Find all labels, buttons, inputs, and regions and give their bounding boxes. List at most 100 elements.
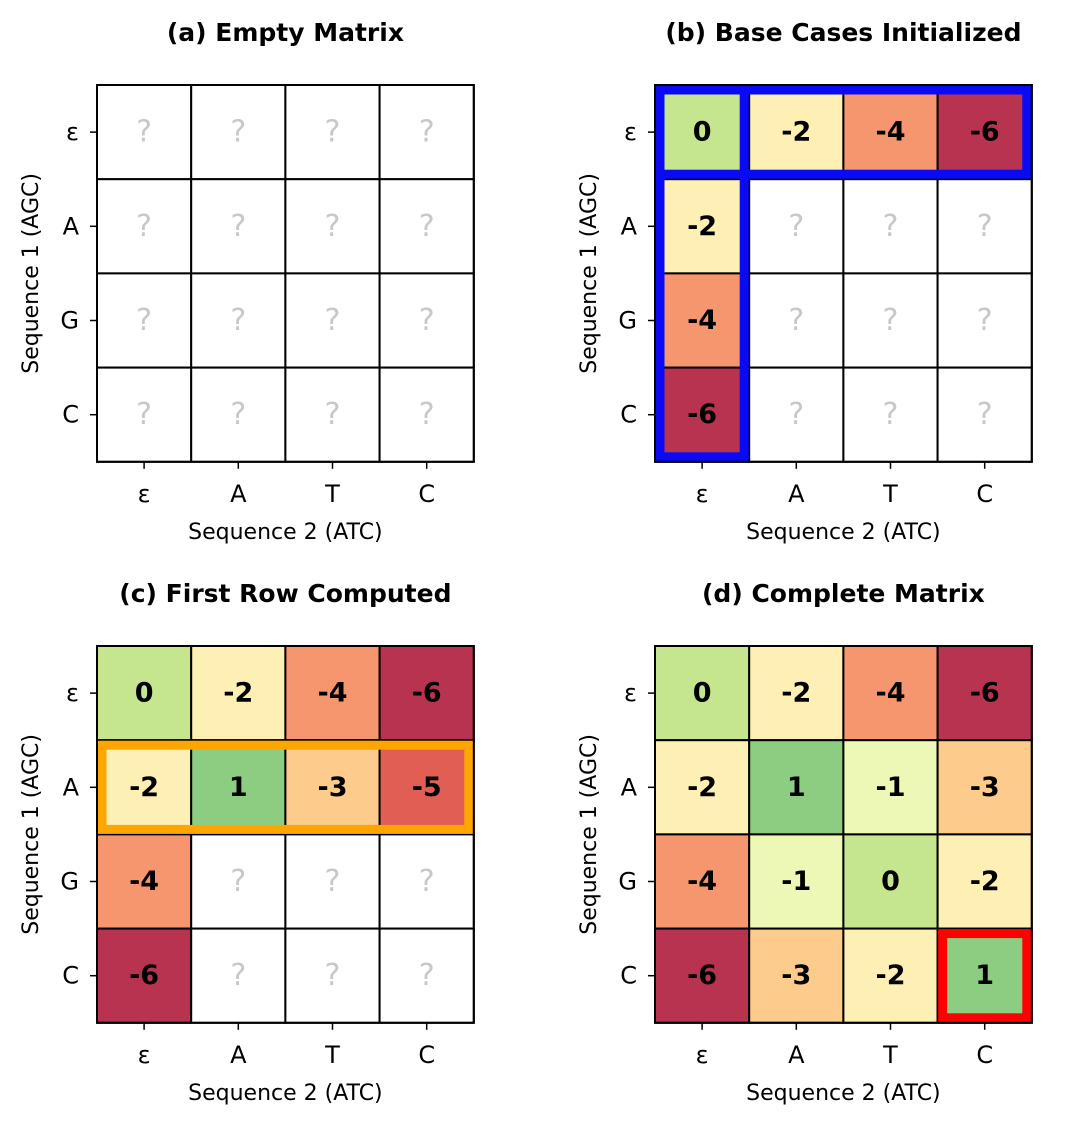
cell-value-label: -2 [970,866,1000,897]
panel-frame [654,645,1033,1024]
cell-unknown-label: ? [230,397,246,432]
y-axis-label: Sequence 1 (AGC) [19,173,44,374]
x-tick-label: T [882,480,898,508]
cell-value-label: -4 [687,866,717,897]
y-tick-label: A [63,773,80,801]
heatmap-cell [96,833,193,930]
panel-1: (b) Base Cases Initialized 0 -2 -4 -6 -2?? ? -4… [577,18,1033,545]
heatmap-cell [378,272,475,369]
cell-value-label: -2 [781,678,811,709]
cell-unknown-label: ? [325,397,341,432]
panel-frame [654,84,1033,463]
cell-unknown-label: ? [883,209,899,244]
heatmap-cell [654,178,751,275]
panel-frame [96,645,475,1024]
x-tick-label: ε [138,480,151,508]
cell-value-label: -3 [318,772,348,803]
panel-title: (b) Base Cases Initialized [665,18,1021,47]
x-axis-label: Sequence 2 (ATC) [746,1081,941,1106]
heatmap-cell [654,645,751,742]
heatmap-cell [378,178,475,275]
cell-value-label: -2 [876,960,906,991]
cell-unknown-label: ? [419,115,435,150]
y-tick-label: G [618,307,637,335]
panel-2: (c) First Row Computed 0 -2 -4 -6 -2 1 -3 -5 -4??… [19,579,475,1106]
cell-unknown-label: ? [419,864,435,899]
cell-unknown-label: ? [788,209,804,244]
cell-value-label: -6 [687,399,717,430]
cell-value-label: -4 [687,305,717,336]
cell-value-label: -1 [781,866,811,897]
x-tick-label: ε [696,1041,709,1069]
heatmap-cell [936,833,1033,930]
heatmap-cell [378,833,475,930]
x-tick-label: T [324,480,340,508]
heatmap-cell [842,739,939,836]
cell-value-label: 0 [693,117,712,148]
cell-unknown-label: ? [419,958,435,993]
x-tick-label: A [788,1041,805,1069]
y-tick-label: ε [66,679,79,707]
y-tick-label: C [62,401,79,429]
cell-unknown-label: ? [136,115,152,150]
cell-value-label: -2 [687,772,717,803]
heatmap-cell [748,927,845,1024]
cell-value-label: -4 [318,678,348,709]
y-tick-label: G [618,868,637,896]
y-tick-label: C [62,962,79,990]
cell-unknown-label: ? [230,209,246,244]
cell-value-label: -6 [129,960,159,991]
cell-unknown-label: ? [325,864,341,899]
heatmap-cell [378,645,475,742]
cell-value-label: -2 [781,117,811,148]
cell-value-label: -4 [876,117,906,148]
x-tick-label: A [788,480,805,508]
y-tick-label: C [620,962,637,990]
y-axis-label: Sequence 1 (AGC) [19,734,44,935]
y-tick-label: A [621,773,638,801]
heatmap-cell [284,927,381,1024]
cell-value-label: -1 [876,772,906,803]
cell-value-label: 1 [787,772,806,803]
cell-unknown-label: ? [977,303,993,338]
x-tick-label: C [976,480,993,508]
y-tick-label: A [63,212,80,240]
cell-value-label: -3 [781,960,811,991]
x-tick-label: A [230,1041,247,1069]
cell-unknown-label: ? [325,115,341,150]
cell-unknown-label: ? [136,303,152,338]
cell-value-label: -2 [687,211,717,242]
x-tick-label: ε [138,1041,151,1069]
cell-unknown-label: ? [230,303,246,338]
heatmap-cell [284,833,381,930]
panel-title: (c) First Row Computed [119,579,451,608]
x-axis-label: Sequence 2 (ATC) [746,520,941,545]
heatmap-cell [936,645,1033,742]
cell-value-label: -3 [970,772,1000,803]
cell-unknown-label: ? [883,303,899,338]
cell-unknown-label: ? [977,209,993,244]
cell-unknown-label: ? [419,209,435,244]
x-tick-label: T [324,1041,340,1069]
highlight-frame [938,929,1032,1023]
cell-unknown-label: ? [419,397,435,432]
heatmap-cell [190,178,287,275]
cell-value-label: -6 [970,117,1000,148]
cell-unknown-label: ? [136,397,152,432]
highlight-frame [97,740,474,834]
y-axis-label: Sequence 1 (AGC) [577,734,602,935]
cell-value-label: 1 [975,960,994,991]
x-tick-label: C [418,1041,435,1069]
cell-value-label: -6 [687,960,717,991]
heatmap-cell [96,739,193,836]
panel-title: (a) Empty Matrix [167,18,404,47]
heatmap-cell [96,84,193,181]
x-axis-label: Sequence 2 (ATC) [188,520,383,545]
heatmap-cell [378,366,475,463]
y-tick-label: G [60,868,79,896]
panel-3: (d) Complete Matrix 0 -2 -4 -6 -2 1 -1 -3 -4 -1 0 -2… [577,579,1033,1106]
cell-value-label: -6 [412,678,442,709]
x-tick-label: A [230,480,247,508]
cell-unknown-label: ? [230,864,246,899]
